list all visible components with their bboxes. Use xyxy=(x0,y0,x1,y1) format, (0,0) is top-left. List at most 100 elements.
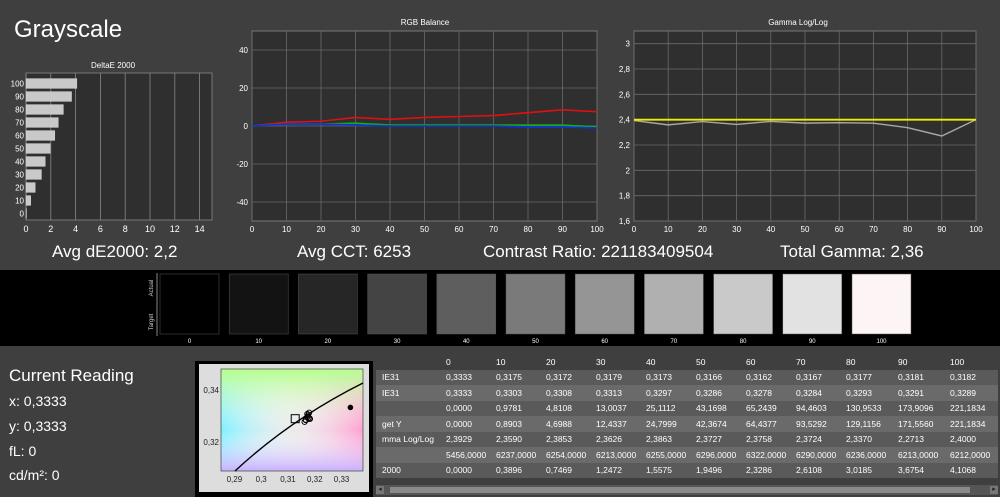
cie-x-tick-label: 0,33 xyxy=(334,475,350,484)
table-cell: 6213,0000 xyxy=(590,447,640,463)
measured-point xyxy=(306,415,314,423)
table-cell: 64,4377 xyxy=(740,416,790,432)
swatch-label: 20 xyxy=(325,339,332,345)
delta-e-x-tick-label: 12 xyxy=(170,224,180,234)
table-cell: 2,6108 xyxy=(790,462,840,478)
scroll-left-arrow-icon[interactable]: ◂ xyxy=(376,486,384,494)
scroll-right-arrow-icon[interactable]: ▸ xyxy=(990,486,998,494)
reading-cdm2: cd/m²: 0 xyxy=(9,467,60,483)
table-cell: 2000 xyxy=(376,462,440,478)
table-cell: 20 xyxy=(540,354,590,370)
swatch-label: 30 xyxy=(394,339,401,345)
swatch-label: 50 xyxy=(532,339,539,345)
table-cell: 171,5560 xyxy=(892,416,944,432)
delta-e-bar xyxy=(25,91,72,102)
grayscale-swatch xyxy=(228,273,289,335)
delta-e-x-tick-label: 0 xyxy=(23,224,28,234)
gamma-x-tick-label: 80 xyxy=(903,225,912,234)
rgb-series-line xyxy=(251,123,598,129)
delta-e-y-tick-label: 70 xyxy=(15,119,24,128)
table-cell: 0,3182 xyxy=(944,369,998,385)
grayscale-swatch xyxy=(367,273,427,335)
table-cell: 0,3313 xyxy=(590,385,640,401)
table-cell: 2,4000 xyxy=(944,431,998,447)
total-gamma-label: Total Gamma: 2,36 xyxy=(780,242,924,261)
table-cell: 1,9496 xyxy=(690,462,740,478)
rgb-y-tick-label: 0 xyxy=(244,122,249,131)
table-row: IE31 0,3333 0,3175 0,3172 0,3179 0,3173 0,3166… xyxy=(376,369,998,385)
delta-e-y-tick-label: 30 xyxy=(15,171,24,180)
table-cell: 130,9533 xyxy=(840,400,892,416)
gamma-series-line xyxy=(633,119,977,137)
delta-e-bar xyxy=(25,130,56,141)
reading-x: x: 0,3333 xyxy=(9,393,67,409)
table-cell: 0,3308 xyxy=(540,385,590,401)
gamma-x-tick-label: 40 xyxy=(766,225,775,234)
table-cell: 0,7469 xyxy=(540,462,590,478)
table-cell: 24,7999 xyxy=(640,416,690,432)
delta-e-y-tick-label: 80 xyxy=(15,106,24,115)
rgb-y-tick-label: 20 xyxy=(239,84,248,93)
table-cell: 0,3175 xyxy=(490,369,540,385)
table-cell: 0,3167 xyxy=(790,369,840,385)
table-row: get Y 0,0000 0,8903 4,6988 12,4337 24,7999 42,… xyxy=(376,416,998,432)
cie-x-tick-label: 0,31 xyxy=(280,475,296,484)
table-cell xyxy=(376,400,440,416)
table-cell: 3,6754 xyxy=(892,462,944,478)
gamma-x-tick-label: 30 xyxy=(732,225,741,234)
table-cell: 2,3724 xyxy=(790,431,840,447)
current-reading-title: Current Reading xyxy=(9,366,134,385)
rgb-y-tick-label: -20 xyxy=(236,160,248,169)
rgb-x-tick-label: 60 xyxy=(455,225,464,234)
grayscale-swatch xyxy=(574,273,635,335)
gamma-y-tick-label: 2 xyxy=(626,166,631,175)
cie-x-tick-label: 0,29 xyxy=(227,475,243,484)
table-cell: 13,0037 xyxy=(590,400,640,416)
delta-e-y-tick-label: 50 xyxy=(15,145,24,154)
table-cell: 50 xyxy=(690,354,740,370)
gamma-y-tick-label: 2,2 xyxy=(619,141,631,150)
table-cell: 2,3370 xyxy=(840,431,892,447)
gamma-x-tick-label: 100 xyxy=(969,225,983,234)
rgb-x-tick-label: 80 xyxy=(524,225,533,234)
table-cell: 0,3284 xyxy=(790,385,840,401)
delta-e-x-tick-label: 14 xyxy=(195,224,205,234)
contrast-ratio-label: Contrast Ratio: 221183409504 xyxy=(483,242,714,261)
table-cell: 2,3758 xyxy=(740,431,790,447)
table-cell: 0,3278 xyxy=(740,385,790,401)
table-cell: 0 xyxy=(440,354,490,370)
table-cell xyxy=(376,447,440,463)
table-cell: 2,3286 xyxy=(740,462,790,478)
table-cell: 0,8903 xyxy=(490,416,540,432)
table-horizontal-scrollbar[interactable]: ◂ ▸ xyxy=(376,485,998,495)
table-cell: 6236,0000 xyxy=(840,447,892,463)
grayscale-swatch xyxy=(436,273,497,335)
delta-e-x-tick-label: 10 xyxy=(145,224,155,234)
gamma-y-tick-label: 3 xyxy=(626,40,631,49)
delta-e-x-tick-label: 8 xyxy=(123,224,128,234)
gamma-chart: Gamma Log/Log 3 2,8 2,6 2,4 2,2 2 1,8 1,6 0 10 20… xyxy=(619,18,983,234)
delta-e-x-tick-label: 4 xyxy=(73,224,78,234)
table-cell: IE31 xyxy=(376,385,440,401)
table-cell: 93,5292 xyxy=(790,416,840,432)
table-cell: 4,6988 xyxy=(540,416,590,432)
scrollbar-thumb[interactable] xyxy=(390,487,970,493)
grayscale-swatch xyxy=(159,273,220,335)
table-row: mma Log/Log 2,3929 2,3590 2,3853 2,3626 2,386… xyxy=(376,431,998,447)
table-cell: 25,1112 xyxy=(640,400,690,416)
gamma-x-tick-label: 50 xyxy=(801,225,810,234)
swatch-label: 10 xyxy=(255,339,262,345)
table-cell: 42,3674 xyxy=(690,416,740,432)
gamma-title: Gamma Log/Log xyxy=(768,18,828,27)
rgb-x-tick-label: 90 xyxy=(558,225,567,234)
table-cell: 4,8108 xyxy=(540,400,590,416)
delta-e-y-tick-label: 90 xyxy=(15,93,24,102)
rgb-x-tick-label: 0 xyxy=(250,225,255,234)
rgb-balance-title: RGB Balance xyxy=(401,18,450,27)
gamma-y-tick-label: 1,6 xyxy=(619,217,631,226)
grayscale-swatch xyxy=(713,273,773,335)
delta-e-bar xyxy=(25,78,78,89)
gamma-x-tick-label: 60 xyxy=(835,225,844,234)
table-cell xyxy=(376,354,440,370)
